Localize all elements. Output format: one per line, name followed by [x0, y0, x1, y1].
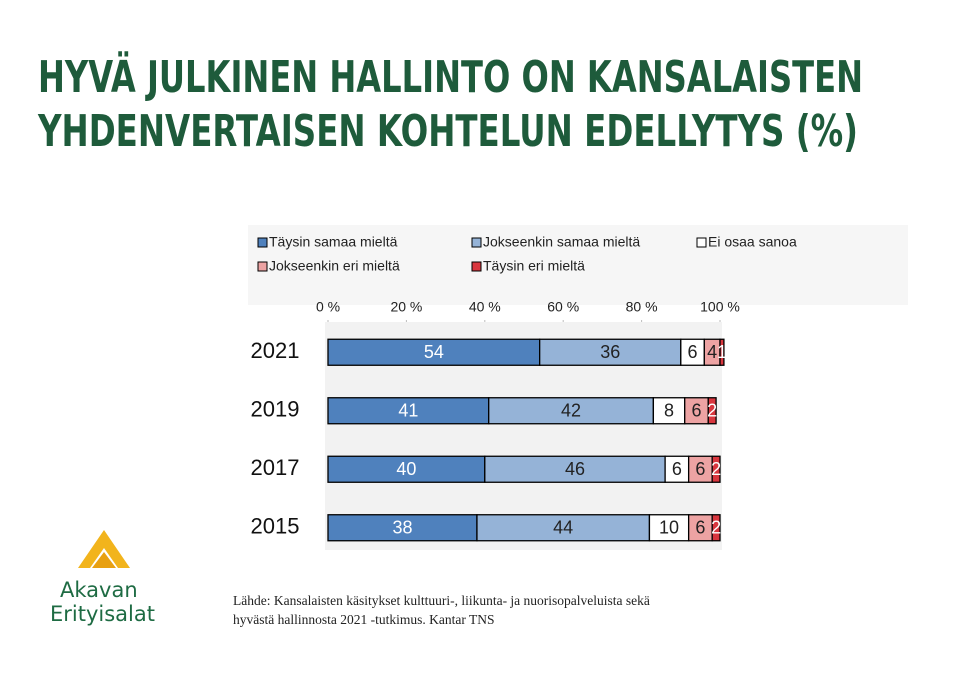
legend-label: Jokseenkin eri mieltä — [269, 258, 400, 274]
y-tick-label: 2017 — [251, 455, 300, 480]
value-label: 2 — [707, 401, 717, 421]
legend-swatch — [696, 237, 707, 248]
y-tick-label: 2015 — [251, 514, 300, 539]
value-label: 6 — [691, 401, 701, 421]
y-tick-label: 2019 — [251, 397, 300, 422]
value-label: 41 — [398, 401, 418, 421]
legend-swatch — [471, 261, 482, 272]
value-label: 6 — [695, 518, 705, 538]
x-tick-label: 60 % — [547, 299, 579, 315]
bar-segment — [719, 338, 725, 366]
value-label: 6 — [672, 459, 682, 479]
bar-segment — [711, 514, 721, 542]
legend-label: Täysin eri mieltä — [483, 258, 585, 274]
bar-segment — [476, 514, 651, 542]
legend-box — [248, 225, 908, 305]
bar-segment — [327, 455, 486, 483]
source-text: Lähde: Kansalaisten käsitykset kulttuuri… — [233, 593, 650, 608]
legend-label: Jokseenkin samaa mieltä — [483, 234, 640, 250]
bar-segment — [327, 514, 478, 542]
x-tick-label: 40 % — [469, 299, 501, 315]
x-tick-label: 80 % — [626, 299, 658, 315]
bar-segment — [484, 455, 666, 483]
value-label: 2 — [711, 518, 721, 538]
bar-segment — [711, 455, 721, 483]
legend-label: Täysin samaa mieltä — [269, 234, 398, 250]
value-label: 2 — [711, 459, 721, 479]
value-label: 6 — [688, 342, 698, 362]
value-label: 38 — [392, 518, 412, 538]
value-label: 4 — [707, 342, 717, 362]
value-label: 40 — [396, 459, 416, 479]
value-label: 44 — [553, 518, 573, 538]
value-label: 6 — [695, 459, 705, 479]
legend-swatch — [471, 237, 482, 248]
logo-mark — [92, 552, 116, 568]
legend-swatch — [257, 261, 268, 272]
legend-swatch — [257, 237, 268, 248]
x-tick-label: 0 % — [316, 299, 340, 315]
value-label: 42 — [561, 401, 581, 421]
title-line: HYVÄ JULKINEN HALLINTO ON KANSALAISTEN — [38, 50, 863, 103]
value-label: 10 — [659, 518, 679, 538]
y-tick-label: 2021 — [251, 338, 300, 363]
value-label: 8 — [664, 401, 674, 421]
x-tick-label: 100 % — [700, 299, 740, 315]
value-label: 1 — [717, 342, 727, 362]
source-text: hyvästä hallinnosta 2021 -tutkimus. Kant… — [233, 612, 494, 627]
value-label: 46 — [565, 459, 585, 479]
value-label: 54 — [424, 342, 444, 362]
title-line: YHDENVERTAISEN KOHTELUN EDELLYTYS (%) — [37, 106, 858, 157]
value-label: 36 — [600, 342, 620, 362]
x-tick-label: 20 % — [390, 299, 422, 315]
logo-text: Akavan — [60, 578, 138, 602]
logo-mark — [78, 530, 130, 568]
legend-label: Ei osaa sanoa — [708, 234, 797, 250]
bar-segment — [707, 397, 717, 425]
logo-text: Erityisalat — [50, 602, 155, 626]
